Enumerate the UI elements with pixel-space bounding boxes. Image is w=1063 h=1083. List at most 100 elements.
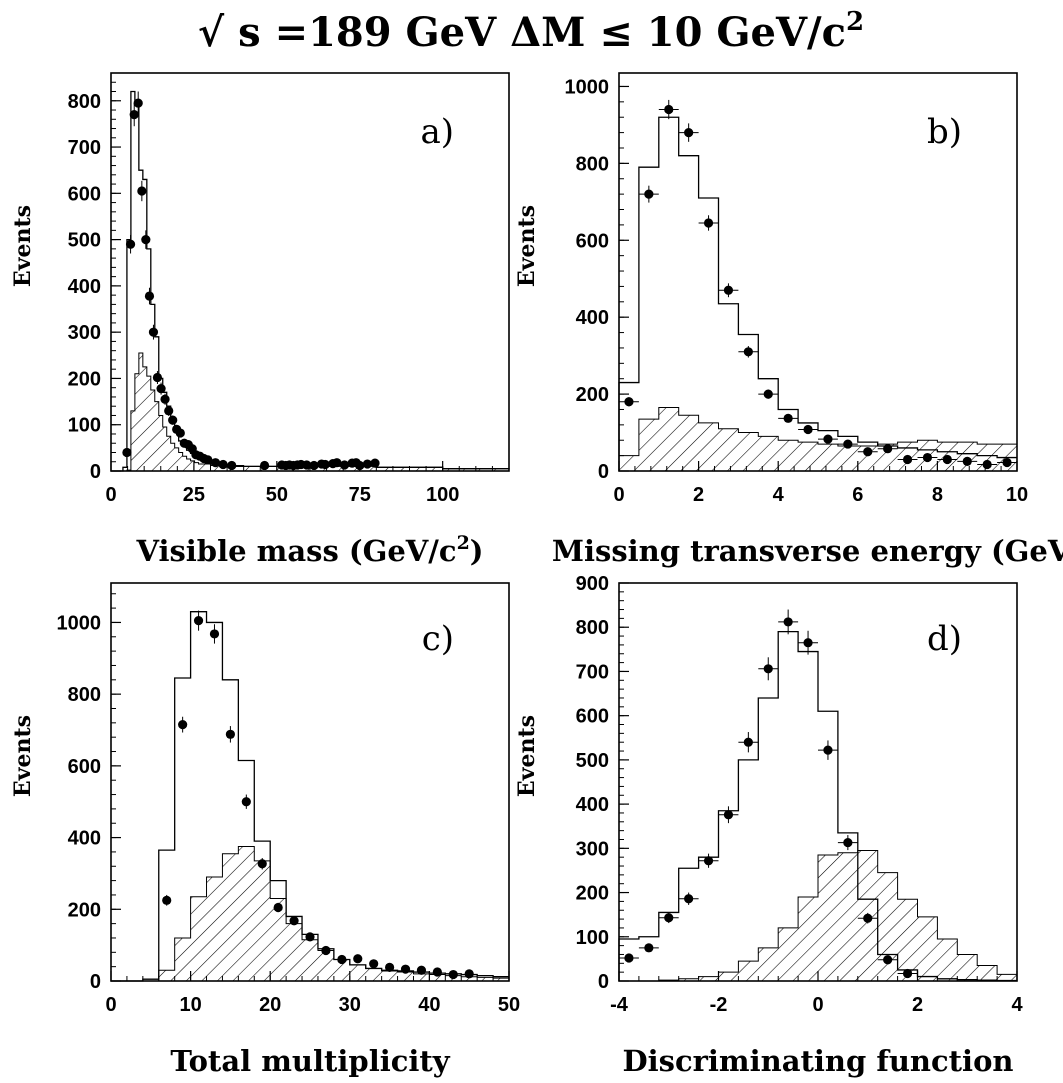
panel-b-data-point bbox=[823, 434, 833, 444]
panel-d-data-point bbox=[664, 913, 674, 923]
panel-a-ylabel: Events bbox=[10, 205, 36, 287]
panel-a-xtick-label: 100 bbox=[426, 484, 459, 506]
panel-d-xtick-label: -2 bbox=[710, 994, 728, 1016]
panel-b: b) Events Missing transverse energy (GeV… bbox=[514, 72, 1063, 568]
panel-c-xtick-label: 50 bbox=[498, 994, 520, 1016]
panel-b-data-point bbox=[922, 452, 933, 463]
panel-d-xtick-label: 0 bbox=[812, 994, 823, 1016]
panel-b-xtick-label: 0 bbox=[613, 484, 624, 506]
panel-a-data-point bbox=[362, 459, 372, 469]
panel-d-xtick-label: -4 bbox=[610, 994, 629, 1016]
panel-d-data-point bbox=[902, 968, 913, 979]
panel-b-data-point bbox=[703, 218, 714, 228]
panel-c-data-point bbox=[257, 859, 267, 869]
panel-a-plot: 0 25 50 75 100 0 100 200 300 400 500 600 700 800 bbox=[68, 72, 510, 506]
panel-c: c) Events Total multiplicity bbox=[10, 582, 510, 1078]
panel-a-data-point bbox=[164, 406, 174, 416]
panel-c-data-point bbox=[353, 954, 363, 964]
panel-a-data-point bbox=[309, 460, 319, 471]
panel-d-label: d) bbox=[927, 619, 962, 659]
panel-b-data-point bbox=[863, 447, 873, 457]
panel-c-ytick-label: 600 bbox=[68, 756, 101, 778]
panel-c-data-point bbox=[209, 629, 220, 639]
panel-c-data-point bbox=[193, 616, 204, 626]
panel-d-xlabel-main: Discriminating function bbox=[622, 1044, 1013, 1078]
panel-d-ytick-label: 700 bbox=[576, 661, 609, 683]
panel-a-data-point bbox=[125, 239, 136, 249]
panel-d-ylabel: Events bbox=[514, 715, 540, 797]
panel-b-xtick-label: 10 bbox=[1006, 484, 1028, 506]
panel-b-label: b) bbox=[927, 112, 962, 152]
panel-c-data-point bbox=[241, 797, 251, 807]
panel-d-data-point bbox=[803, 638, 813, 648]
panel-b-data-point bbox=[843, 439, 853, 449]
panel-d-xlabel: Discriminating function bbox=[622, 1044, 1013, 1078]
panel-b-ytick-label: 0 bbox=[598, 461, 609, 483]
panel-d-data-point bbox=[843, 837, 853, 848]
panel-b-xtick-label: 8 bbox=[932, 484, 943, 506]
panel-b-data-point bbox=[783, 413, 793, 423]
panel-d-background-histogram bbox=[619, 850, 1018, 982]
panel-b-xtick-label: 2 bbox=[693, 484, 704, 506]
panel-b-ylabel: Events bbox=[514, 205, 540, 287]
panel-a-xlabel-tail: ) bbox=[470, 534, 484, 568]
panel-a-ytick-label: 200 bbox=[68, 368, 101, 390]
panel-d-data-point bbox=[823, 745, 833, 755]
panel-a-data-point bbox=[332, 458, 342, 468]
figure-title: √ s =189 GeV ΔM ≤ 10 GeV/c2 bbox=[198, 7, 864, 56]
panel-c-data-point bbox=[337, 954, 347, 965]
panel-d-data-point bbox=[723, 810, 734, 820]
panel-b-ytick-label: 200 bbox=[576, 384, 609, 406]
panel-a-ytick-label: 500 bbox=[68, 230, 101, 252]
panel-c-ylabel: Events bbox=[10, 715, 36, 797]
panel-c-data-point bbox=[369, 959, 379, 969]
panel-d-total-histogram bbox=[618, 630, 1017, 982]
panel-c-xtick-label: 0 bbox=[105, 994, 116, 1016]
panel-d-data-point bbox=[883, 955, 893, 965]
panel-b-data-point bbox=[902, 454, 913, 465]
panel-c-ytick-label: 0 bbox=[90, 971, 101, 993]
panel-b-ytick-label: 800 bbox=[576, 153, 609, 175]
panel-c-data-point bbox=[289, 916, 299, 926]
panel-d-ytick-label: 800 bbox=[576, 617, 609, 639]
panel-a-data-point bbox=[137, 186, 147, 196]
panel-b-xlabel: Missing transverse energy (GeV) bbox=[552, 534, 1063, 568]
panel-a-data-point bbox=[227, 460, 237, 471]
panel-a-xtick-label: 50 bbox=[266, 484, 288, 506]
panel-a-data-point bbox=[133, 98, 143, 108]
panel-c-data-point bbox=[305, 932, 315, 942]
panel-d-xtick-label: 4 bbox=[1011, 994, 1023, 1016]
panel-d-ytick-label: 900 bbox=[576, 573, 609, 595]
panel-b-data-point bbox=[644, 189, 654, 199]
panel-c-total-histogram bbox=[111, 611, 509, 982]
panel-c-data-point bbox=[225, 729, 235, 739]
panel-c-plot: 0 10 20 30 40 50 0 200 400 600 800 1000 bbox=[57, 593, 520, 1016]
panel-a-data-point bbox=[320, 459, 330, 470]
panel-b-data-point bbox=[962, 456, 972, 466]
panel-d-data-point bbox=[703, 856, 714, 866]
figure-title-main: √ s =189 GeV ΔM ≤ 10 GeV/c bbox=[198, 9, 846, 56]
panel-b-ytick-label: 600 bbox=[576, 230, 609, 252]
panel-c-data-point bbox=[273, 902, 283, 913]
panel-b-ytick-label: 400 bbox=[576, 307, 609, 329]
panel-a-data-point bbox=[302, 460, 312, 470]
panel-c-data-point bbox=[400, 964, 411, 974]
panel-a-data-point bbox=[259, 460, 270, 471]
panel-c-data-point bbox=[178, 720, 188, 730]
panel-d-data-point bbox=[763, 664, 773, 674]
panel-a-ytick-label: 400 bbox=[68, 276, 101, 298]
panel-a: a) Events Visible mass (GeV/c2) bbox=[10, 72, 510, 568]
panel-c-ytick-label: 1000 bbox=[57, 612, 102, 634]
panel-c-xlabel: Total multiplicity bbox=[170, 1044, 450, 1078]
panel-d-data-point bbox=[783, 617, 793, 627]
panel-d-data-point bbox=[743, 737, 753, 747]
panel-d-plot: -4 -2 0 2 4 0 100 200 300 400 500 600 700 800 900 bbox=[576, 573, 1024, 1016]
panel-a-xtick-label: 0 bbox=[105, 484, 116, 506]
panel-b-data-point bbox=[624, 397, 634, 407]
panel-a-data-point bbox=[168, 415, 178, 425]
panel-d-data-point bbox=[624, 953, 634, 963]
panel-c-xtick-label: 30 bbox=[339, 994, 361, 1016]
panel-a-ytick-label: 700 bbox=[68, 137, 101, 159]
panel-d-ytick-label: 300 bbox=[576, 838, 609, 860]
